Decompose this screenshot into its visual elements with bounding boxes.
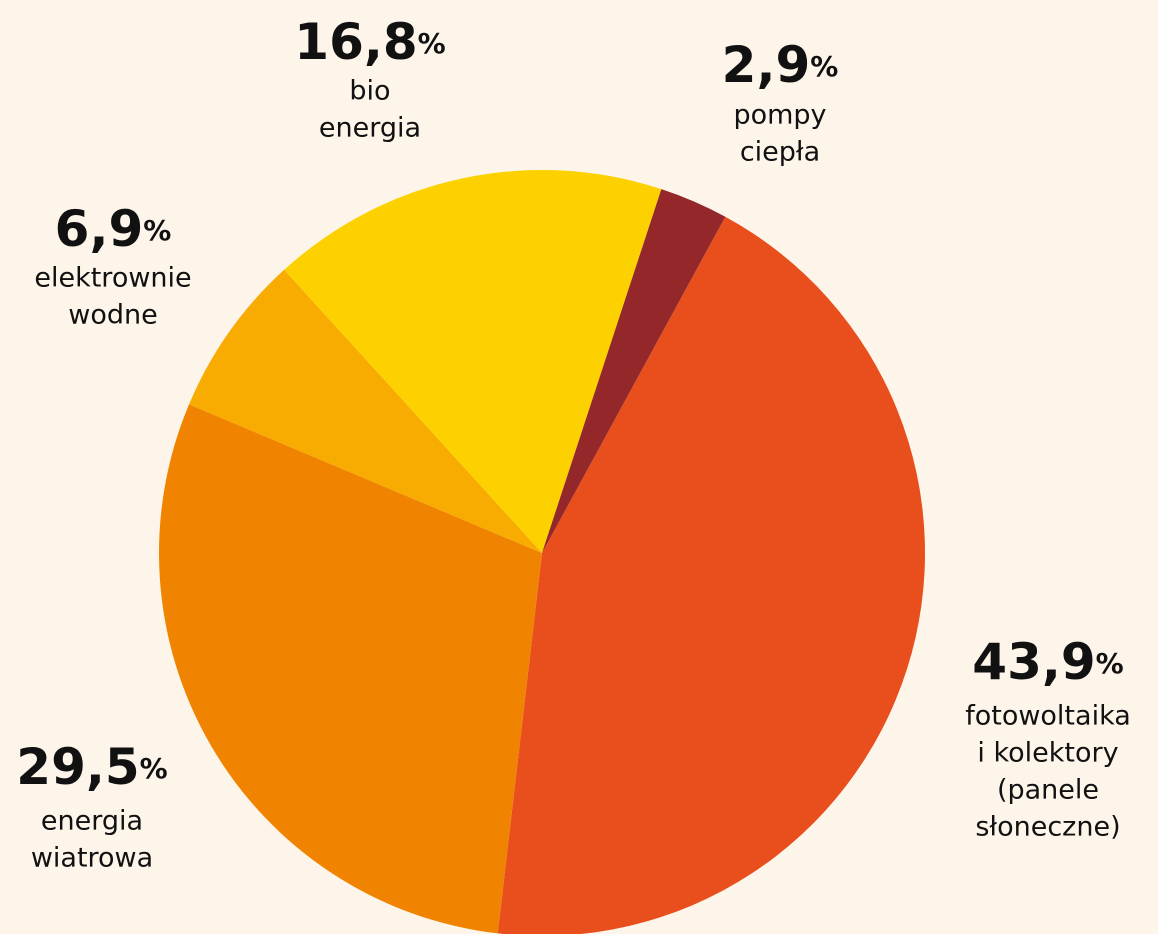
value-label-number: 43,9 [972,633,1095,691]
category-line: wodne [68,300,157,331]
value-label: 16,8% [294,13,445,71]
pie-slice [158,404,542,934]
value-label-number: 2,9 [722,36,811,94]
value-label: 43,9% [972,633,1123,691]
category-line: energia [41,806,143,837]
value-label: 2,9% [722,36,839,94]
value-label-unit: % [418,27,446,60]
value-label-unit: % [810,50,838,83]
category-line: ciepła [740,137,820,168]
category-label: pompy ciepła [733,100,826,168]
value-label: 6,9% [55,200,172,258]
value-label-unit: % [143,214,171,247]
category-label: elektrownie wodne [34,263,191,331]
value-label-unit: % [1096,647,1124,680]
value-label-number: 16,8 [294,13,417,71]
category-line: i kolektory [977,738,1118,769]
value-label: 29,5% [16,738,167,796]
pie-slice [497,216,925,934]
category-line: słoneczne) [975,812,1120,843]
value-label-number: 29,5 [16,738,139,796]
category-line: energia [319,113,421,144]
pie-slice [284,170,662,554]
category-label: fotowoltaika i kolektory (panele słoneczne) [965,701,1131,843]
category-line: bio [349,76,390,107]
value-label-unit: % [140,752,168,785]
category-label: energia wiatrowa [31,806,153,874]
value-label-number: 6,9 [55,200,144,258]
category-line: wiatrowa [31,843,153,874]
pie-slice [542,189,726,554]
category-line: (panele [997,775,1099,806]
category-label: bio energia [319,76,421,144]
category-line: fotowoltaika [965,701,1131,732]
category-line: elektrownie [34,263,191,294]
category-line: pompy [733,100,826,131]
pie-slice [189,269,542,553]
